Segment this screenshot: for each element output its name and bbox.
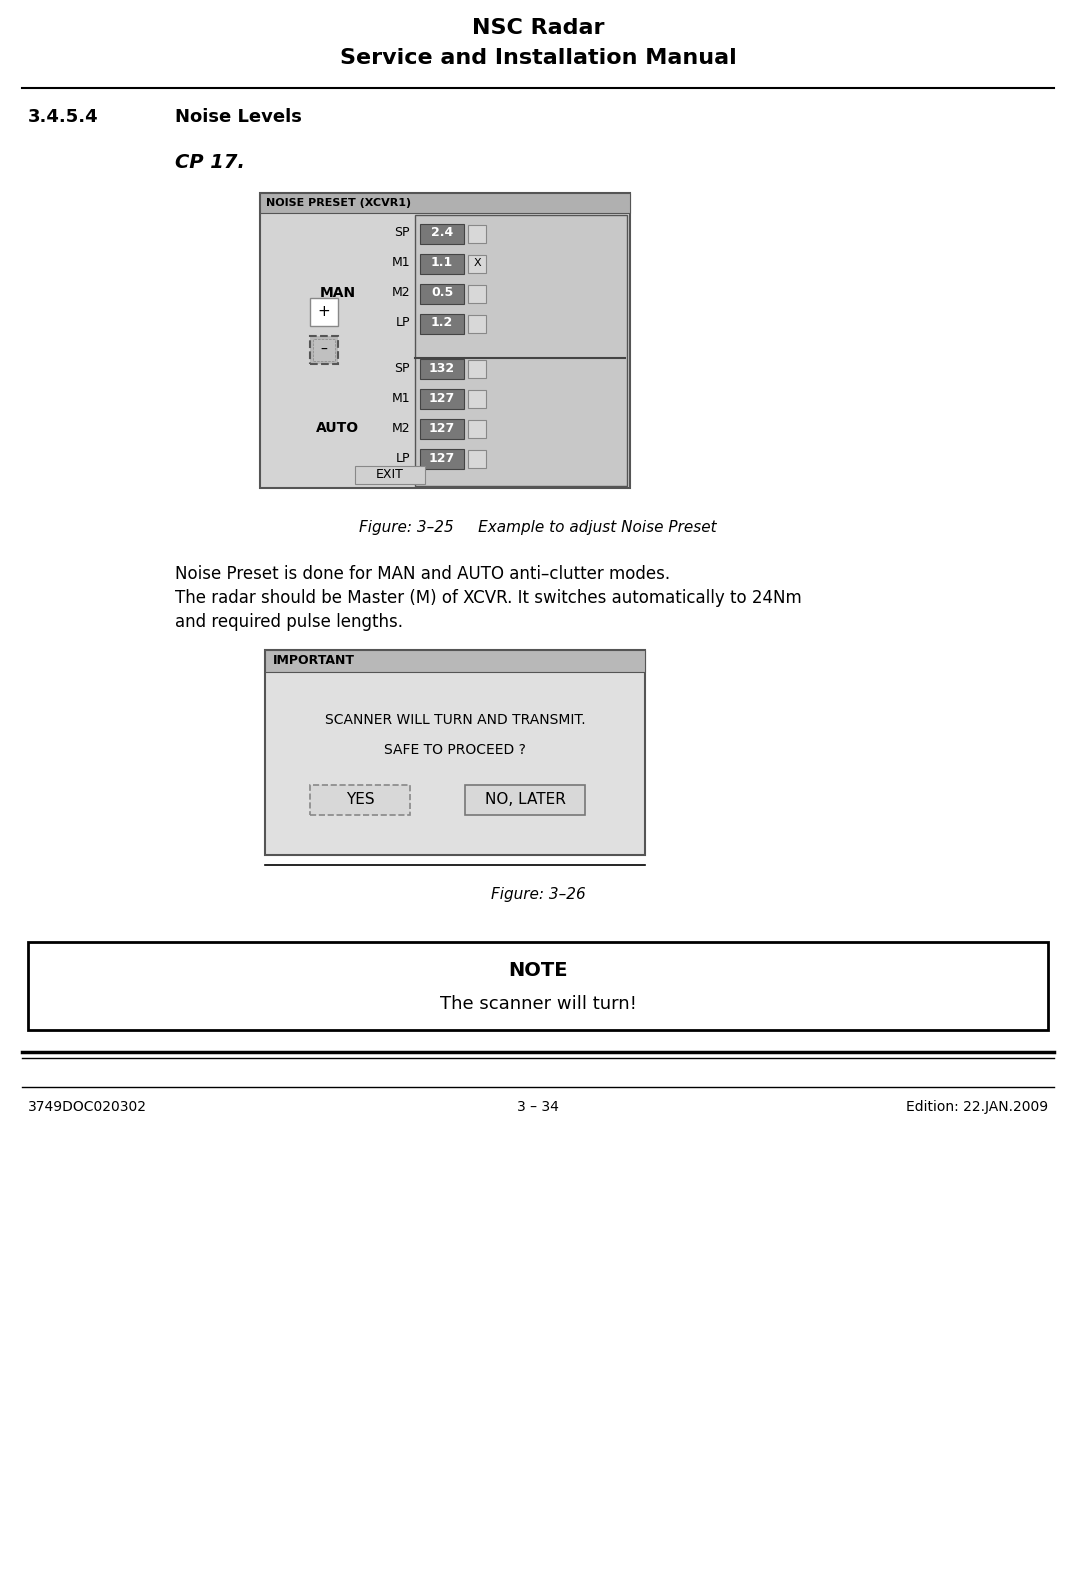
Text: M1: M1 [392, 392, 410, 405]
Bar [265, 650, 645, 855]
Bar [420, 314, 464, 335]
Bar [468, 225, 486, 244]
Text: 3 – 34: 3 – 34 [518, 1101, 558, 1114]
Bar [415, 215, 627, 486]
Text: 3749DOC020302: 3749DOC020302 [28, 1101, 147, 1114]
Text: M2: M2 [392, 287, 410, 299]
Text: –: – [321, 342, 327, 357]
Bar [468, 285, 486, 303]
Text: 1.2: 1.2 [430, 317, 453, 330]
Bar [420, 225, 464, 244]
Bar [420, 253, 464, 274]
Text: EXIT: EXIT [377, 468, 404, 481]
Text: 1.1: 1.1 [430, 256, 453, 269]
Text: MAN: MAN [320, 287, 356, 299]
Text: NOISE PRESET (XCVR1): NOISE PRESET (XCVR1) [266, 198, 411, 209]
Text: Figure: 3–26: Figure: 3–26 [491, 887, 585, 902]
Text: and required pulse lengths.: and required pulse lengths. [175, 613, 404, 631]
Bar [465, 785, 585, 816]
Text: YES: YES [345, 792, 374, 808]
Text: CP 17.: CP 17. [175, 153, 245, 172]
Bar [468, 421, 486, 438]
Text: NOTE: NOTE [508, 961, 568, 980]
Bar [468, 390, 486, 408]
Bar [310, 785, 410, 816]
Text: 3.4.5.4: 3.4.5.4 [28, 108, 99, 126]
Text: 127: 127 [429, 451, 455, 465]
Bar [310, 336, 338, 363]
Bar [420, 358, 464, 379]
Bar [260, 193, 631, 487]
Text: Edition: 22.JAN.2009: Edition: 22.JAN.2009 [906, 1101, 1048, 1114]
Bar [310, 298, 338, 327]
Bar [420, 284, 464, 304]
Text: 0.5: 0.5 [430, 287, 453, 299]
Text: NSC Radar: NSC Radar [471, 18, 605, 38]
Text: LP: LP [396, 317, 410, 330]
Bar [468, 255, 486, 272]
Bar [313, 339, 335, 362]
Bar [420, 419, 464, 440]
Text: The radar should be Master (M) of XCVR. It switches automatically to 24Nm: The radar should be Master (M) of XCVR. … [175, 589, 802, 607]
Text: Figure: 3–25     Example to adjust Noise Preset: Figure: 3–25 Example to adjust Noise Pre… [359, 519, 717, 535]
Text: SP: SP [395, 226, 410, 239]
Text: AUTO: AUTO [316, 421, 359, 435]
Bar [420, 389, 464, 409]
Text: SAFE TO PROCEED ?: SAFE TO PROCEED ? [384, 742, 526, 757]
Text: M2: M2 [392, 422, 410, 435]
Text: Noise Levels: Noise Levels [175, 108, 302, 126]
Text: M1: M1 [392, 256, 410, 269]
Text: LP: LP [396, 451, 410, 465]
Text: IMPORTANT: IMPORTANT [273, 655, 355, 667]
Text: 127: 127 [429, 392, 455, 405]
Text: 127: 127 [429, 422, 455, 435]
Text: X: X [473, 258, 481, 268]
Text: 132: 132 [429, 362, 455, 374]
Bar [355, 467, 425, 484]
Bar [420, 449, 464, 468]
Bar [468, 449, 486, 468]
Text: SP: SP [395, 362, 410, 374]
Text: Service and Installation Manual: Service and Installation Manual [340, 48, 736, 68]
Text: The scanner will turn!: The scanner will turn! [440, 996, 636, 1013]
Bar [265, 650, 645, 672]
Bar [260, 193, 631, 213]
Text: 2.4: 2.4 [430, 226, 453, 239]
Text: NO, LATER: NO, LATER [484, 792, 565, 808]
Bar [28, 941, 1048, 1031]
Bar [468, 360, 486, 378]
Text: +: + [317, 304, 330, 320]
Text: SCANNER WILL TURN AND TRANSMIT.: SCANNER WILL TURN AND TRANSMIT. [325, 714, 585, 726]
Text: Noise Preset is done for MAN and AUTO anti–clutter modes.: Noise Preset is done for MAN and AUTO an… [175, 566, 670, 583]
Bar [468, 315, 486, 333]
